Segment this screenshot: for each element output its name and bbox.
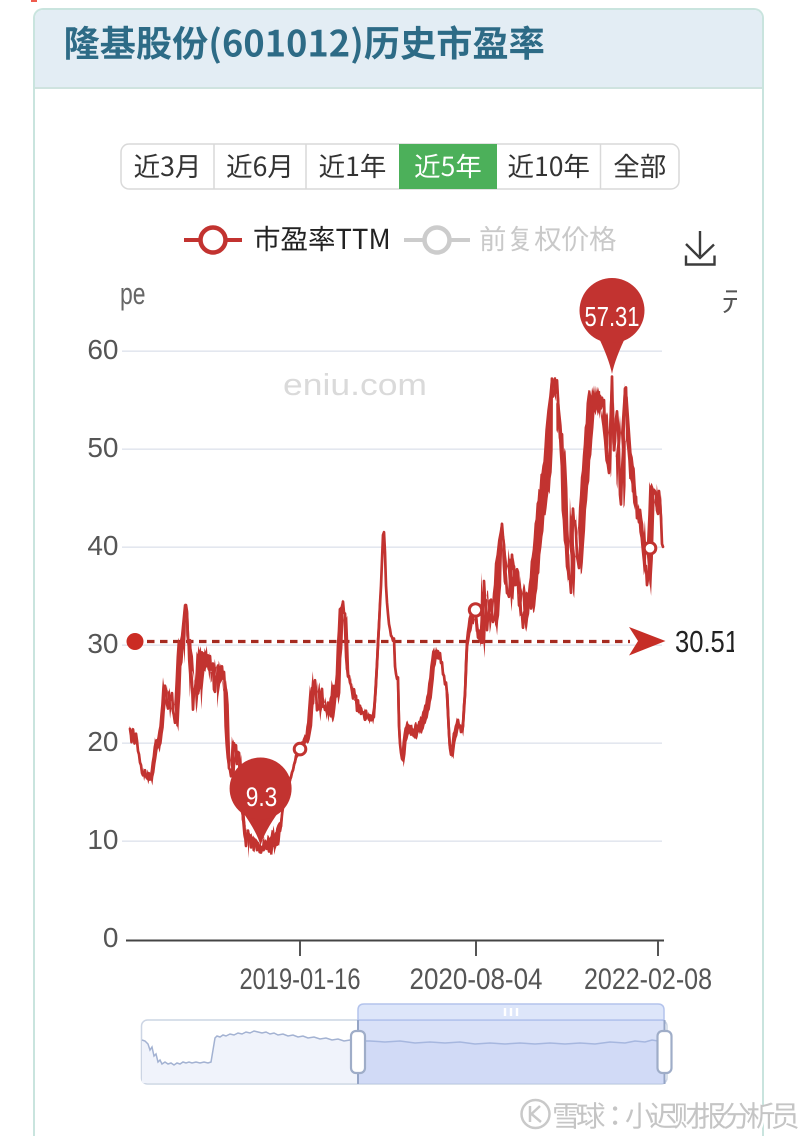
svg-text:pe: pe bbox=[120, 276, 146, 311]
svg-text:9.3: 9.3 bbox=[246, 782, 278, 812]
svg-text:2020-08-04: 2020-08-04 bbox=[410, 963, 543, 996]
svg-text:0: 0 bbox=[103, 922, 119, 953]
svg-text:60: 60 bbox=[87, 334, 118, 365]
svg-text:20: 20 bbox=[87, 726, 118, 757]
svg-text:40: 40 bbox=[87, 530, 118, 561]
svg-text:30: 30 bbox=[87, 628, 118, 659]
svg-text:eniu.com: eniu.com bbox=[283, 367, 427, 402]
svg-text:2019-01-16: 2019-01-16 bbox=[240, 963, 361, 996]
svg-text:10: 10 bbox=[87, 824, 118, 855]
svg-text:30.51: 30.51 bbox=[675, 625, 739, 659]
svg-text:57.31: 57.31 bbox=[585, 301, 640, 332]
svg-text:50: 50 bbox=[87, 432, 118, 463]
svg-text:2022-02-08: 2022-02-08 bbox=[584, 963, 712, 996]
